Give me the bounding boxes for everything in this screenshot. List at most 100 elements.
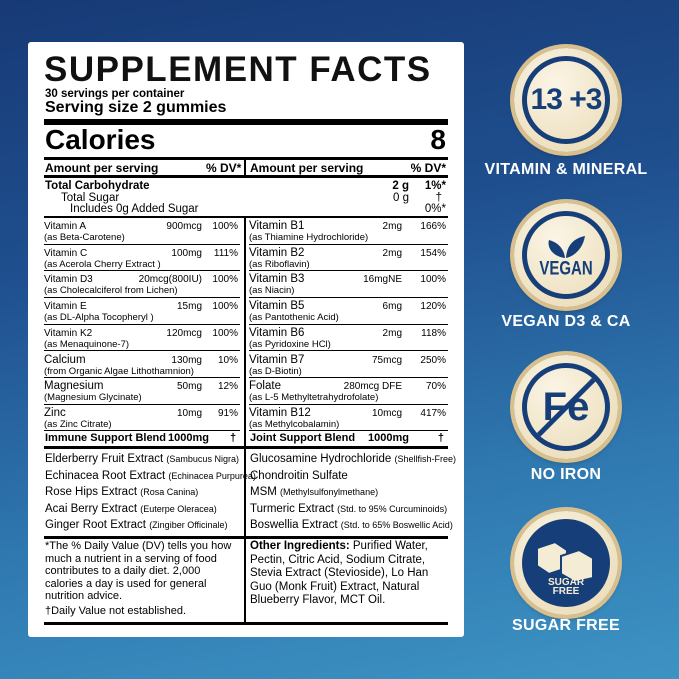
nutrient-source: (as Menaquinone-7) [44,338,130,350]
nutrient-row: Vitamin B12 (as Methylcobalamin) 10mcg 417% [249,405,448,432]
nutrient-name: Vitamin K2 [44,327,93,339]
calories-label: Calories [45,124,156,155]
divider [44,216,448,218]
nutrient-row: Folate (as L-5 Methyltetrahydrofolate) 280… [249,378,448,405]
blend-ingredient: Ginger Root Extract (Zingiber Officinale… [45,517,228,534]
ingredient-name: Glucosamine Hydrochloride [250,453,395,465]
nutrient-source: (as Pantothenic Acid) [249,312,339,324]
blend-ingredient: Echinacea Root Extract (Echinacea Purpur… [45,468,256,485]
nutrient-source: (as Thiamine Hydrochloride) [249,232,369,243]
nutrient-dv: 417% [420,407,446,419]
nutrient-amount: 10mcg [371,407,402,419]
nutrient-row: Vitamin B5 (as Pantothenic Acid) 6mg 120% [249,298,448,325]
badge-label: NO IRON [530,466,602,483]
immune-blend-amount: 1000mg [168,432,209,444]
nutrient-name: Vitamin B5 [249,300,305,313]
badge-label: VITAMIN & MINERAL [484,161,648,178]
nutrient-name: Vitamin B2 [249,246,305,259]
nutrient-source: (as L-5 Methyltetrahydrofolate) [249,392,379,404]
divider [44,157,448,160]
nutrient-row: Vitamin B1 (as Thiamine Hydrochloride) 2mg… [249,218,448,245]
not-established-note: †Daily Value not established. [45,604,187,617]
nutrient-dv: 91% [217,407,238,419]
blend-ingredient: Chondroitin Sulfate [250,468,348,485]
nutrient-row: Vitamin A (as Beta-Carotene) 900mcg 100% [44,218,240,245]
nutrient-name: Vitamin B12 [249,406,311,419]
ingredient-source: (Rosa Canina) [140,487,199,498]
nutrient-row: Magnesium (Magnesium Glycinate) 50mg 12% [44,378,240,405]
nutrient-dv: 118% [421,327,446,339]
ingredient-name: Boswellia Extract [250,519,341,532]
carb-name: Total Carbohydrate [45,180,150,192]
sugar-free-icon: SUGAR FREE [514,511,618,615]
nutrient-row: Zinc (as Zinc Citrate) 10mg 91% [44,405,240,432]
dv-footnote-text: *The % Daily Value (DV) tells you how mu… [45,540,232,602]
nutrient-dv: 70% [425,381,446,393]
leaf-icon [548,235,585,258]
divider [44,119,448,125]
blend-ingredient: Rose Hips Extract (Rosa Canina) [45,484,198,501]
carb-amount: 2 g [392,180,409,192]
immune-blend-name: Immune Support Blend [45,432,166,444]
nutrient-source: (as Riboflavin) [249,258,310,270]
nutrient-dv: 250% [420,354,446,366]
nutrient-source: (as Beta-Carotene) [44,232,125,243]
nutrient-source: (as Acerola Cherry Extract ) [44,258,161,270]
blend-ingredient: Acai Berry Extract (Euterpe Oleracea) [45,501,217,518]
immune-blend-dv: † [230,432,237,444]
nutrient-dv: 100% [420,274,446,286]
other-ingredients-text: Purified Water, Pectin, Citric Acid, Sod… [250,540,429,606]
nutrient-source: (as D-Biotin) [249,365,302,377]
nutrient-row: Vitamin B6 (as Pyridoxine HCl) 2mg 118% [249,325,448,352]
nutrient-name: Magnesium [44,380,104,393]
nutrient-source: (as Methylcobalamin) [249,418,340,430]
number-13-plus-3-icon: 13 +3 [514,48,618,152]
nutrient-source: (as Pyridoxine HCl) [249,338,331,350]
nutrient-name: Vitamin D3 [44,274,93,286]
sugar-cube-icon [536,540,594,582]
ingredient-name: Ginger Root Extract [45,519,150,532]
nutrient-amount: 10mg [176,407,202,419]
nutrient-source: (as DL-Alpha Tocopheryl ) [44,312,154,324]
no-iron-icon: Fe [514,355,618,459]
nutrient-name: Vitamin B1 [249,220,305,232]
ingredient-name: Turmeric Extract [250,502,338,515]
serving-size: Serving size 2 gummies [45,99,227,116]
ingredient-name: MSM [250,486,281,499]
nutrient-amount: 900mcg [166,221,202,232]
nutrient-dv: 10% [217,354,238,366]
ingredient-name: Acai Berry Extract [45,502,141,515]
label-title: SUPPLEMENT FACTS [44,50,432,89]
divider [44,622,448,625]
nutrient-name: Vitamin E [44,301,87,313]
nutrient-amount: 2mg [382,221,402,232]
servings-per-container: 30 servings per container [45,88,185,100]
nutrient-amount: 15mg [176,301,202,313]
blend-ingredient: Boswellia Extract (Std. to 65% Boswellic… [250,517,453,534]
nutrient-amount: 130mg [171,354,202,366]
badge-text: SUGAR FREE [547,577,585,597]
nutrient-dv: 111% [213,247,238,259]
dv-header-right: % DV* [410,161,446,175]
joint-blend-dv: † [437,432,444,444]
nutrient-row: Vitamin C (as Acerola Cherry Extract ) 100… [44,245,240,272]
nutrient-amount: 20mcg(800IU) [138,274,202,286]
joint-blend-name: Joint Support Blend [250,432,356,444]
ingredient-source: (Echinacea Purpurea) [168,470,256,481]
nutrient-name: Calcium [44,353,86,366]
supplement-facts-label: SUPPLEMENT FACTS 30 servings per contain… [28,42,464,637]
ingredient-source: (Std. to 95% Curcuminoids) [337,503,448,514]
nutrient-dv: 100% [212,327,238,339]
nutrient-row: Calcium (from Organic Algae Lithothamnion… [44,352,240,379]
nutrient-row: Vitamin K2 (as Menaquinone-7) 120mcg 100% [44,325,240,352]
ingredient-source: (Std. to 65% Boswellic Acid) [340,520,453,531]
nutrient-amount: 50mg [176,381,202,393]
nutrient-dv: 100% [212,274,238,286]
nutrient-name: Zinc [44,406,66,419]
nutrient-amount: 16mgNE [363,274,402,286]
nutrient-name: Vitamin B7 [249,353,305,366]
joint-blend-amount: 1000mg [368,432,409,444]
nutrient-source: (from Organic Algae Lithothamnion) [44,365,194,377]
sugar-amount: 0 g [393,192,409,204]
nutrient-amount: 280mcg DFE [343,381,402,393]
